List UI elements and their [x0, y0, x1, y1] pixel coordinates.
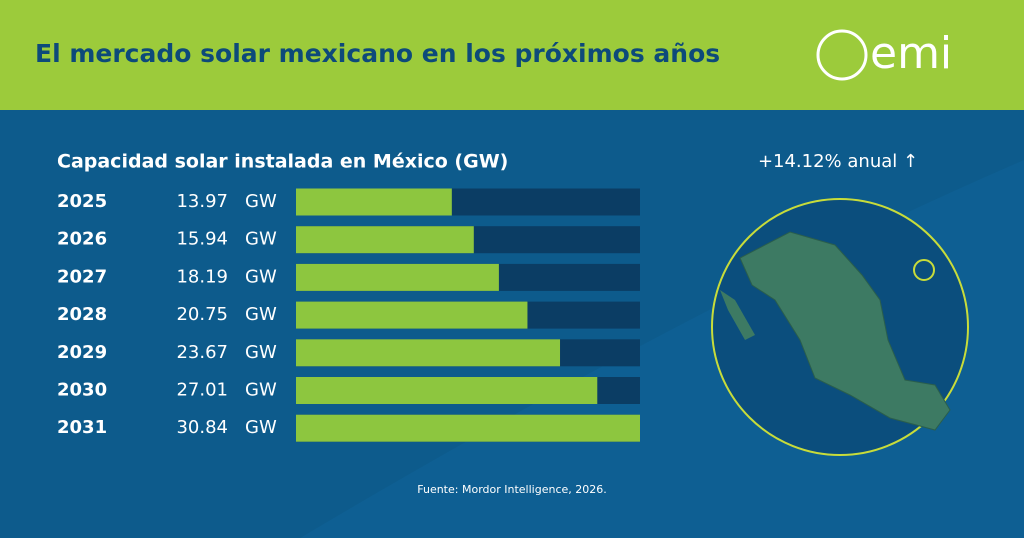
bar	[296, 301, 528, 329]
category-label: 2029	[57, 342, 107, 363]
map	[711, 198, 969, 456]
bar	[296, 339, 561, 367]
category-label: 2025	[57, 191, 107, 212]
bar	[296, 263, 499, 291]
value-label: 15.94	[176, 229, 228, 250]
bar	[296, 226, 474, 254]
unit-label: GW	[245, 266, 277, 287]
category-label: 2027	[57, 266, 107, 287]
unit-label: GW	[245, 417, 277, 438]
logo-icon	[816, 29, 868, 81]
bar	[296, 377, 598, 404]
unit-label: GW	[245, 304, 277, 325]
map-peninsula	[720, 290, 755, 340]
value-label: 20.75	[176, 304, 228, 325]
unit-label: GW	[245, 380, 277, 401]
value-label: 23.67	[176, 342, 228, 363]
sun-icon	[913, 259, 935, 281]
source: Fuente: Mordor Intelligence, 2026.	[417, 483, 607, 496]
category-label: 2026	[57, 229, 107, 250]
logo-text: emi	[870, 28, 952, 79]
value-label: 18.19	[176, 266, 228, 287]
unit-label: GW	[245, 229, 277, 250]
unit-label: GW	[245, 191, 277, 212]
value-label: 13.97	[176, 191, 228, 212]
bar	[296, 188, 452, 216]
header-band	[0, 0, 1024, 110]
unit-label: GW	[245, 342, 277, 363]
value-label: 30.84	[176, 417, 228, 438]
chart-title: Capacidad solar instalada en México (GW)	[57, 151, 508, 173]
bar	[296, 414, 640, 442]
category-label: 2031	[57, 417, 107, 438]
annotation: +14.12% anual ↑	[758, 151, 918, 172]
map-country	[739, 231, 951, 431]
value-label: 27.01	[176, 380, 228, 401]
category-label: 2028	[57, 304, 107, 325]
header-title: El mercado solar mexicano en los próximo…	[35, 39, 720, 68]
category-label: 2030	[57, 380, 107, 401]
